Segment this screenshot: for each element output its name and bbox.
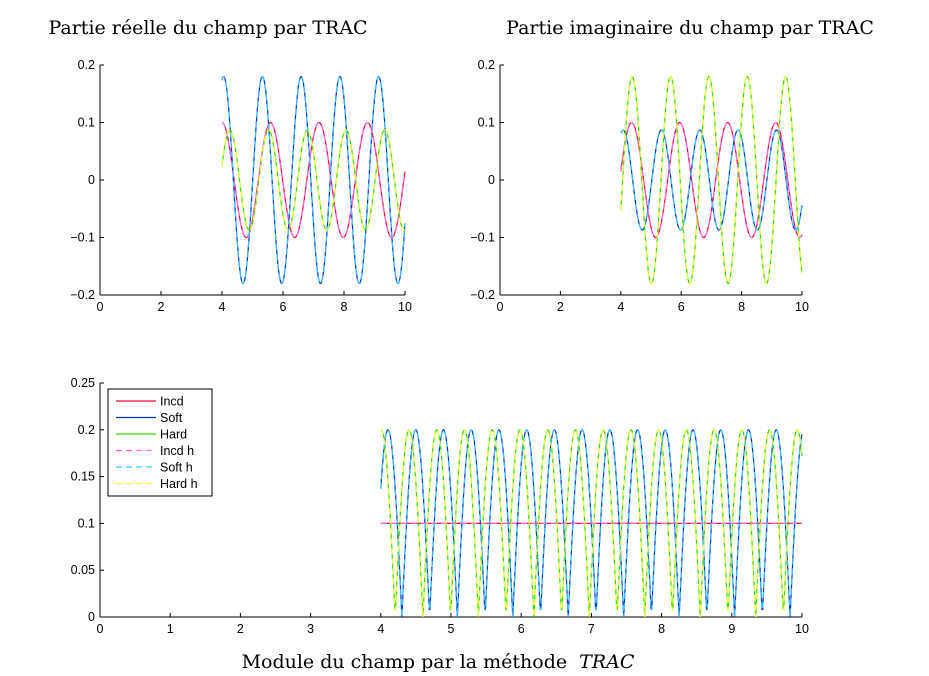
y-tick-label: −0.1	[470, 231, 495, 245]
chart-title: Partie réelle du champ par TRAC	[48, 17, 367, 39]
series-line-hard-h	[221, 129, 406, 231]
y-tick-label: 0.1	[78, 516, 95, 530]
series-line-soft	[221, 75, 406, 285]
y-tick-label: 0	[88, 173, 95, 187]
legend-label: Soft h	[160, 461, 193, 475]
x-tick-label: 9	[728, 622, 735, 636]
x-tick-label: 6	[678, 300, 685, 314]
tick-group: 0 1 2 3 4 5 6 7 8 9 10 0 0.05 0.1 0.15 0.2 0.25	[71, 376, 809, 636]
x-tick-label: 3	[307, 622, 314, 636]
legend-box	[107, 388, 213, 497]
tick-group: 0 2 4 6 8 10 −0.2 −0.1 0 0.1 0.2	[70, 58, 412, 314]
x-tick-label: 0	[97, 300, 104, 314]
y-tick-label: −0.2	[470, 288, 495, 302]
series-line-hard	[620, 75, 803, 285]
y-tick-label: −0.2	[70, 288, 95, 302]
x-tick-label: 2	[557, 300, 564, 314]
x-tick-label: 5	[448, 622, 455, 636]
plot-area	[620, 75, 803, 285]
chart-title: Partie imaginaire du champ par TRAC	[506, 17, 874, 39]
x-tick-label: 4	[219, 300, 226, 314]
y-tick-label: 0.05	[71, 563, 95, 577]
chart-title-main: Module du champ par la méthode	[242, 651, 568, 673]
x-tick-label: 1	[167, 622, 174, 636]
legend-label: Incd	[160, 395, 184, 409]
x-tick-label: 2	[158, 300, 165, 314]
x-tick-label: 2	[237, 622, 244, 636]
chart-title-italic: TRAC	[579, 651, 635, 673]
panel-imaginary: Partie imaginaire du champ par TRAC 0 2 4 6…	[470, 17, 874, 314]
y-tick-label: −0.1	[70, 231, 95, 245]
legend-label: Soft	[160, 411, 183, 425]
y-tick-label: 0.1	[478, 116, 495, 130]
panel-module: Module du champ par la méthode TRAC 0 1 2 3…	[71, 376, 809, 673]
plot-area	[380, 429, 803, 618]
x-tick-label: 8	[341, 300, 348, 314]
x-tick-label: 0	[97, 622, 104, 636]
x-tick-label: 7	[588, 622, 595, 636]
x-tick-label: 0	[497, 300, 504, 314]
x-tick-label: 10	[795, 300, 809, 314]
x-tick-label: 4	[617, 300, 624, 314]
y-tick-label: 0.15	[71, 470, 95, 484]
y-tick-label: 0.2	[78, 58, 95, 72]
legend-label: Incd h	[160, 444, 194, 458]
series-line-soft	[620, 129, 803, 231]
y-tick-label: 0.1	[78, 116, 95, 130]
legend-label: Hard h	[160, 477, 198, 491]
chart-title: Module du champ par la méthode TRAC	[242, 651, 635, 673]
x-tick-label: 6	[280, 300, 287, 314]
y-tick-label: 0.2	[478, 58, 495, 72]
x-tick-label: 8	[738, 300, 745, 314]
series-line-incd-h	[221, 121, 406, 239]
y-tick-label: 0.25	[71, 376, 95, 390]
y-tick-label: 0.2	[78, 423, 95, 437]
x-tick-label: 4	[377, 622, 384, 636]
series-line-hard-h	[380, 429, 803, 618]
legend-label: Hard	[160, 428, 187, 442]
x-tick-label: 10	[398, 300, 412, 314]
series-line-incd-h	[620, 121, 803, 239]
x-tick-label: 8	[658, 622, 665, 636]
series-line-soft-h	[620, 129, 803, 231]
panel-real: Partie réelle du champ par TRAC 0 2 4 6 8 10 −…	[48, 17, 412, 314]
series-line-hard-h	[620, 75, 803, 285]
plot-area	[221, 75, 406, 285]
x-tick-label: 6	[518, 622, 525, 636]
y-tick-label: 0	[488, 173, 495, 187]
legend: Incd Soft Hard Incd h Soft h Hard h	[107, 388, 213, 497]
y-tick-label: 0	[88, 610, 95, 624]
series-line-incd	[620, 121, 803, 239]
x-tick-label: 10	[795, 622, 809, 636]
tick-group: 0 2 4 6 8 10 −0.2 −0.1 0 0.1 0.2	[470, 58, 809, 314]
series-line-soft-h	[380, 429, 803, 618]
series-line-soft-h	[221, 75, 406, 285]
